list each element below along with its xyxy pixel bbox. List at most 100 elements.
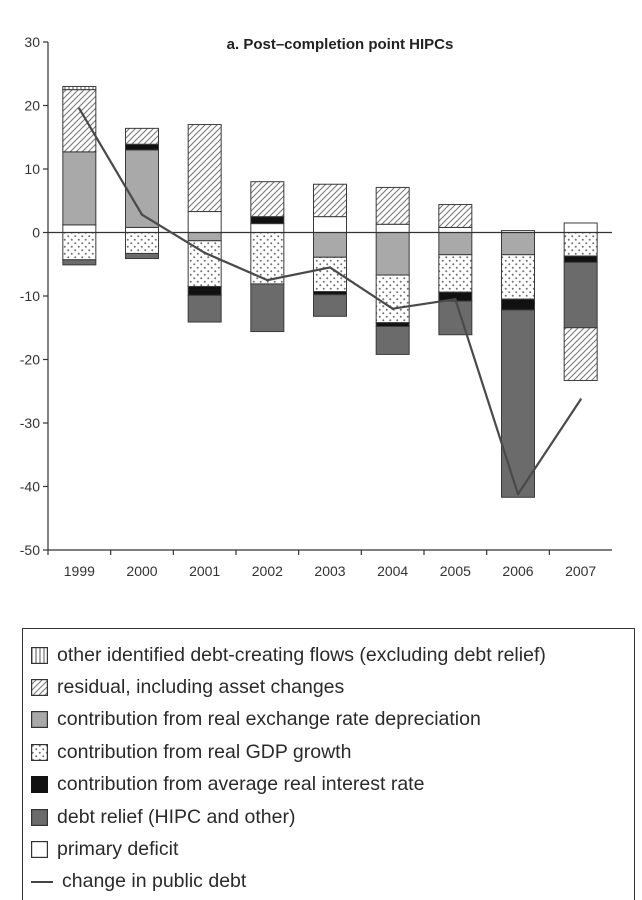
legend-item-line: change in public debt [31, 866, 634, 898]
bar-segment-primary [250, 223, 285, 234]
bar-stack-group [62, 85, 598, 498]
y-tick-label: 20 [24, 98, 40, 114]
bar-segment-interest [187, 285, 222, 296]
bar-segment-rer [375, 232, 410, 276]
y-tick-label: -30 [20, 415, 40, 431]
bar-segment-primary [563, 222, 598, 234]
legend-label-primary: primary deficit [57, 838, 179, 861]
y-tick-label: -40 [20, 479, 40, 495]
bar-segment-relief [501, 309, 535, 498]
x-tick-label: 2006 [502, 563, 533, 579]
legend-item-residual: residual, including asset changes [31, 671, 634, 703]
y-tick-label: -10 [20, 288, 40, 304]
bar-segment-rer [501, 232, 535, 256]
legend-item-relief: debt relief (HIPC and other) [31, 801, 634, 833]
bar-segment-residual [62, 89, 97, 153]
legend-label-interest: contribution from average real interest … [57, 773, 425, 796]
bar-segment-interest [563, 255, 598, 263]
line-point [203, 251, 206, 255]
legend-swatch-relief [31, 808, 48, 826]
bar-segment-rer [438, 232, 473, 256]
bar-segment-gdp [563, 232, 598, 257]
bar-segment-primary [375, 223, 410, 233]
line-point [328, 266, 332, 269]
bar-segment-residual [187, 124, 222, 213]
chart-title: a. Post–completion point HIPCs [227, 36, 454, 53]
bar-segment-gdp [438, 254, 473, 293]
legend-item-other: other identified debt-creating flows (ex… [31, 639, 634, 671]
bar-segment-primary [438, 226, 473, 233]
legend-label-gdp: contribution from real GDP growth [57, 740, 352, 763]
bar-segment-primary [313, 216, 347, 233]
x-tick-label: 1999 [64, 563, 95, 579]
x-tick-label: 2003 [314, 563, 345, 579]
change-line-group [78, 107, 582, 496]
legend-swatch-gdp [31, 743, 48, 761]
legend-swatch-interest [31, 776, 48, 794]
bar-segment-relief [187, 294, 222, 323]
bar-segment-interest [125, 143, 159, 151]
y-tick-label: 30 [24, 34, 40, 50]
x-tick-label: 2007 [565, 563, 596, 579]
bar-segment-gdp [375, 274, 410, 324]
line-point [391, 307, 394, 310]
bar-segment-residual [438, 204, 473, 228]
line-point [516, 492, 520, 496]
bar-segment-relief [375, 325, 410, 355]
bar-segment-primary [187, 211, 222, 233]
bar-segment-relief [438, 300, 473, 336]
bar-segment-rer [313, 232, 347, 258]
legend-swatch-line [31, 880, 53, 883]
bar-segment-gdp [62, 232, 97, 261]
axes: 30 20 10 0 -10 -20 -30 -40 -50 1999 2000 2001 2002 20… [20, 34, 612, 579]
bar-segment-residual [563, 327, 598, 381]
bar-segment-relief [563, 261, 598, 329]
legend-label-relief: debt relief (HIPC and other) [57, 805, 296, 828]
bar-segment-interest [375, 322, 410, 327]
legend: other identified debt-creating flows (ex… [22, 628, 635, 900]
line-point [266, 278, 269, 282]
bar-segment-gdp [125, 232, 159, 254]
y-tick-label: 0 [32, 225, 40, 241]
line-point [579, 398, 582, 401]
bar-segment-other [62, 85, 97, 91]
legend-label-residual: residual, including asset changes [57, 676, 345, 699]
legend-item-interest: contribution from average real interest … [31, 769, 634, 801]
line-point [454, 297, 457, 301]
x-tick-label: 2002 [252, 563, 283, 579]
legend-label-rer: contribution from real exchange rate dep… [57, 708, 481, 731]
legend-item-primary: primary deficit [31, 833, 634, 865]
x-tick-label: 2000 [126, 563, 157, 579]
y-tick-label: 10 [24, 161, 40, 177]
legend-swatch-primary [31, 841, 48, 859]
bar-segment-relief [313, 294, 347, 317]
bar-segment-interest [250, 216, 285, 225]
legend-swatch-residual [31, 679, 48, 697]
y-tick-label: -20 [20, 352, 40, 368]
bar-segment-interest [501, 298, 535, 311]
bar-segment-residual [313, 183, 347, 218]
legend-swatch-other [31, 646, 48, 664]
x-tick-label: 2004 [377, 563, 408, 579]
y-tick-label: -50 [20, 542, 40, 558]
bar-segment-residual [250, 181, 285, 218]
legend-item-gdp: contribution from real GDP growth [31, 736, 634, 768]
bar-segment-relief [125, 252, 159, 260]
bar-segment-relief [250, 283, 285, 333]
bar-segment-primary [125, 226, 159, 233]
bar-segment-residual [125, 127, 159, 145]
bar-segment-primary [62, 224, 97, 234]
legend-swatch-rer [31, 711, 48, 729]
x-tick-label: 2001 [189, 563, 220, 579]
x-tick-label: 2005 [440, 563, 471, 579]
legend-label-line: change in public debt [62, 870, 247, 893]
bar-segment-residual [375, 186, 410, 225]
legend-label-other: other identified debt-creating flows (ex… [57, 643, 546, 666]
bar-segment-rer [62, 151, 97, 226]
chart-canvas: a. Post–completion point HIPCs 30 20 10 0 -1… [20, 34, 612, 579]
bar-segment-gdp [501, 254, 535, 300]
bar-segment-relief [62, 259, 97, 266]
legend-item-rer: contribution from real exchange rate dep… [31, 704, 634, 736]
bar-segment-rer [187, 232, 222, 242]
line-point [78, 107, 81, 110]
